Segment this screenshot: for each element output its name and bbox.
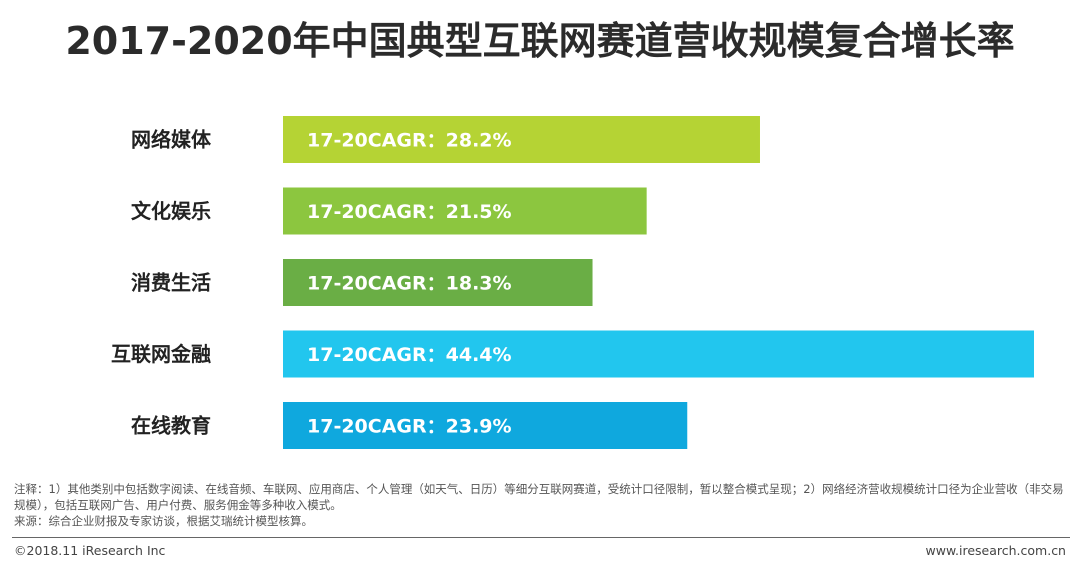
bar [283,116,760,163]
footer-copyright: ©2018.11 iResearch Inc [14,543,166,558]
notes-block: 注释：1）其他类别中包括数字阅读、在线音频、车联网、应用商店、个人管理（如天气、… [14,481,1069,529]
bar [283,402,688,449]
bar-value-label: 17-20CAGR：21.5% [307,201,512,223]
category-label: 文化娱乐 [131,199,211,223]
category-label: 消费生活 [131,271,211,295]
category-label: 在线教育 [131,414,211,438]
footer-website[interactable]: www.iresearch.com.cn [925,543,1067,558]
bar-value-label: 17-20CAGR：18.3% [307,273,512,295]
bar-value-label: 17-20CAGR：23.9% [307,416,512,438]
chart-note: 注释：1）其他类别中包括数字阅读、在线音频、车联网、应用商店、个人管理（如天气、… [14,482,1064,512]
bar-chart: 网络媒体 17-20CAGR：28.2% 文化娱乐 17-20CAGR：21.5% 消费… [111,116,1034,449]
category-label: 互联网金融 [111,342,211,366]
category-label: 网络媒体 [131,128,212,152]
bar [283,259,593,306]
chart-source: 来源：综合企业财报及专家访谈，根据艾瑞统计模型核算。 [14,514,313,528]
chart-title: 2017-2020年中国典型互联网赛道营收规模复合增长率 [65,19,1015,63]
footer-divider [12,537,1070,538]
bar-value-label: 17-20CAGR：28.2% [307,130,512,152]
bar-value-label: 17-20CAGR：44.4% [307,344,512,366]
bar [283,330,1034,378]
bar [283,187,647,235]
